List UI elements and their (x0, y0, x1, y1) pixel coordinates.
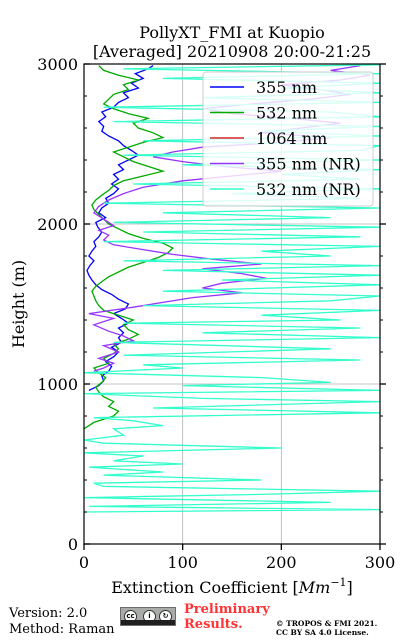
chart-title: PollyXT_FMI at Kuopio [Averaged] 2021090… (93, 23, 371, 61)
y-axis-label: Height (m) (9, 260, 28, 348)
plot-frame (83, 63, 381, 545)
y-tick-label-3: 3000 (37, 55, 78, 74)
legend-label-2: 1064 nm (256, 129, 327, 148)
legend-label-4: 532 nm (NR) (256, 180, 361, 199)
copyright-line-2: CC BY SA 4.0 License. (276, 628, 369, 637)
version-label: Version: 2.0 (9, 606, 88, 621)
series-line-1 (84, 65, 174, 430)
method-label: Method: Raman (9, 622, 115, 637)
x-tick-label-1: 100 (167, 553, 198, 572)
preliminary-line-2: Results. (184, 617, 243, 632)
y-tick-label-1: 1000 (37, 375, 78, 394)
x-axis-tick-labels: 0 100 200 300 (79, 553, 395, 572)
y-axis-tick-labels: 0 1000 2000 3000 (37, 55, 78, 554)
x-axis-label: Extinction Coefficient [Mm−1] (111, 576, 353, 597)
attribution-icon: i (143, 610, 156, 623)
copyright-notice: © TROPOS & FMI 2021. CC BY SA 4.0 Licens… (276, 619, 377, 637)
y-tick-label-2: 2000 (37, 215, 78, 234)
series-line-0 (86, 65, 154, 391)
x-tick-label-0: 0 (79, 553, 89, 572)
badge-strip (121, 620, 175, 625)
legend: 355 nm 532 nm 1064 nm 355 nm (NR) 532 nm (NR… (202, 71, 374, 207)
legend-label-1: 532 nm (256, 104, 317, 123)
legend-label-0: 355 nm (256, 78, 317, 97)
axis-ticks (83, 63, 386, 550)
x-tick-label-2: 200 (266, 553, 297, 572)
cc-license-badge: cc i ↻ (120, 607, 176, 626)
x-tick-label-3: 300 (365, 553, 396, 572)
chart-title-line-1: PollyXT_FMI at Kuopio (139, 23, 325, 42)
legend-label-3: 355 nm (NR) (256, 155, 361, 174)
preliminary-line-1: Preliminary (184, 602, 270, 617)
copyright-line-1: © TROPOS & FMI 2021. (276, 619, 378, 628)
chart-title-line-2: [Averaged] 20210908 20:00-21:25 (93, 42, 371, 61)
y-tick-label-0: 0 (68, 535, 78, 554)
preliminary-notice: Preliminary Results. (184, 602, 270, 632)
legend-box (202, 71, 374, 207)
